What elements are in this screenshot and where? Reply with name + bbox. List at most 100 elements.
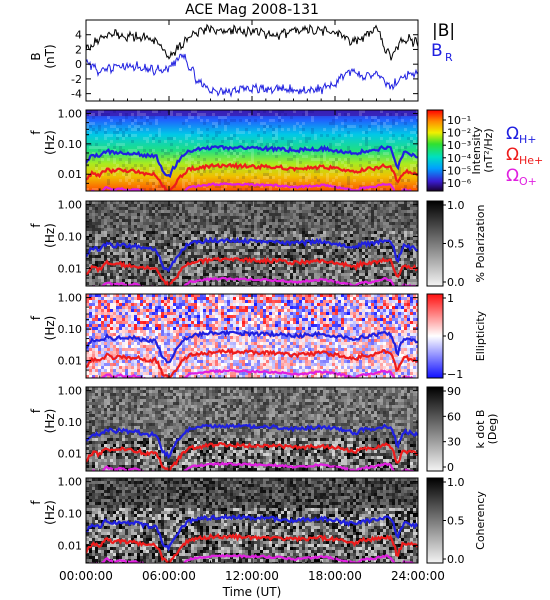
colorbar-tick-label: 0.0: [447, 553, 465, 566]
y-tick-label: 0.01: [58, 539, 83, 552]
h-plus-gyrofrequency-line: [86, 422, 418, 460]
figure-title: ACE Mag 2008-131: [185, 2, 319, 18]
y-tick-label: 4: [75, 29, 82, 42]
panel-polarization: 1.00 0.10 0.01 f (Hz) 1.0 0.5 0.0 % Polarization: [29, 199, 487, 289]
y-tick-label: 0.01: [58, 355, 83, 368]
panel-b-field: 420-2-4B (nT)|B|B R: [29, 19, 455, 102]
colorbar-tick-label: 0.5: [447, 238, 465, 251]
colorbar-tick-label: 10⁻³: [447, 139, 471, 152]
h-plus-gyrofrequency-line: [86, 329, 418, 364]
y-tick-label: 2: [75, 43, 82, 56]
spectrogram: [86, 478, 418, 563]
o-plus-gyrofrequency-line: [92, 276, 416, 286]
y-tick-label: 0.01: [58, 168, 83, 181]
y-axis-label: f: [29, 500, 43, 505]
colorbar-tick-label: 1: [447, 292, 454, 305]
colorbar: [426, 200, 444, 287]
y-axis-label: f: [29, 130, 43, 135]
x-tick-label: 00:00:00: [59, 569, 113, 583]
x-tick-label: 12:00:00: [225, 569, 279, 583]
y-axis-units: (Hz): [43, 409, 57, 434]
colorbar: [426, 293, 444, 379]
gyrofrequency-legend: Ω H+Ω He+Ω O+: [506, 124, 543, 188]
time-axis: 00:00:00 06:00:00 12:00:00 18:00:00 24:00:00…: [59, 569, 445, 599]
colorbar-label: Coherency: [474, 491, 487, 550]
colorbar: [426, 477, 444, 564]
gyrofrequency-lines: [86, 236, 418, 286]
series-b-radial: [86, 53, 418, 98]
colorbar-units: (nT²/Hz): [482, 128, 495, 172]
y-tick-label: 0.01: [58, 262, 83, 275]
colorbar-units: (Deg): [486, 414, 499, 445]
y-tick-label: -2: [71, 73, 82, 86]
y-tick-label: 0.10: [58, 138, 83, 151]
colorbar: [426, 386, 444, 472]
y-axis-label: f: [29, 223, 43, 228]
y-tick-label: 0.01: [58, 448, 83, 461]
y-axis-label: B: [29, 52, 43, 60]
spectrogram: [86, 294, 418, 378]
y-tick-label: 0.10: [58, 323, 83, 336]
colorbar-tick-label: −1: [447, 368, 463, 381]
y-axis-label: f: [29, 315, 43, 320]
legend-b-magnitude: |B|: [432, 21, 455, 41]
he-plus-gyrofrequency-line: [86, 441, 418, 471]
y-tick-label: 0.10: [58, 416, 83, 429]
legend-omega-symbol: Ω: [506, 166, 519, 186]
o-plus-gyrofrequency-line: [91, 461, 415, 471]
x-tick-label: 24:00:00: [391, 569, 445, 583]
legend-b-radial-sub: R: [445, 51, 453, 64]
x-axis-label: Time (UT): [222, 585, 282, 599]
panel-k-dot-b: 1.00 0.10 0.01 f (Hz) 90 60 30 0 k dot B (Deg): [29, 385, 499, 474]
y-tick-label: 1.00: [58, 476, 83, 489]
y-axis-units: (Hz): [43, 316, 57, 341]
colorbar-tick-label: 1.0: [447, 476, 465, 489]
colorbar-tick-label: 0.0: [447, 276, 465, 289]
legend-b-radial: B: [431, 41, 443, 61]
x-tick-label: 06:00:00: [142, 569, 196, 583]
y-tick-label: 0.10: [58, 508, 83, 521]
colorbar-label: % Polarization: [474, 205, 487, 283]
y-tick-label: 0.10: [58, 231, 83, 244]
colorbar-label: Ellipticity: [474, 310, 487, 361]
y-axis-units: (nT): [43, 44, 57, 68]
y-tick-label: -4: [71, 88, 82, 101]
line-legend: |B|B R: [431, 21, 455, 64]
colorbar-tick-label: 10⁻²: [447, 127, 471, 140]
y-tick-label: 1.00: [58, 292, 83, 305]
colorbar-tick-label: 0: [447, 330, 454, 343]
y-axis-units: (Hz): [43, 500, 57, 525]
colorbar-tick-label: 0.5: [447, 515, 465, 528]
x-tick-label: 18:00:00: [308, 569, 362, 583]
y-axis-units: (Hz): [43, 223, 57, 248]
legend-ion-label: O+: [519, 175, 537, 188]
y-tick-label: 1.00: [58, 107, 83, 120]
gyrofrequency-lines: [86, 422, 418, 471]
h-plus-gyrofrequency-line: [86, 236, 418, 273]
he-plus-gyrofrequency-line: [86, 532, 418, 563]
colorbar-tick-label: 10⁻⁵: [447, 164, 471, 177]
colorbar-tick-label: 10⁻¹: [447, 114, 471, 127]
colorbar-tick-label: 90: [447, 385, 461, 398]
y-axis-label: f: [29, 408, 43, 413]
colorbar-tick-label: 1.0: [447, 199, 465, 212]
colorbar-tick-label: 0: [447, 461, 454, 474]
colorbar-tick-label: 60: [447, 410, 461, 423]
h-plus-gyrofrequency-line: [86, 513, 418, 552]
colorbar-label: Intensity: [470, 126, 483, 174]
colorbar-tick-label: 10⁻⁴: [447, 152, 472, 165]
y-axis-units: (Hz): [43, 130, 57, 155]
legend-omega-symbol: Ω: [506, 124, 519, 144]
y-tick-label: 1.00: [58, 199, 83, 212]
panel-intensity: 1.00 0.10 0.01 f (Hz) 10⁻¹10⁻²10⁻³10⁻⁴10⁻⁵10⁻…: [29, 107, 543, 192]
spectrogram: [86, 201, 418, 286]
line-series-group: [86, 23, 418, 98]
y-tick-label: 1.00: [58, 385, 83, 398]
colorbar-tick-label: 30: [447, 436, 461, 449]
he-plus-gyrofrequency-line: [86, 161, 418, 191]
panel-ellipticity: 1.00 0.10 0.01 f (Hz) 1 0 −1 Ellipticity: [29, 292, 487, 381]
series-b-magnitude: [86, 23, 418, 61]
h-plus-gyrofrequency-line: [86, 144, 418, 179]
he-plus-gyrofrequency-line: [86, 348, 418, 378]
